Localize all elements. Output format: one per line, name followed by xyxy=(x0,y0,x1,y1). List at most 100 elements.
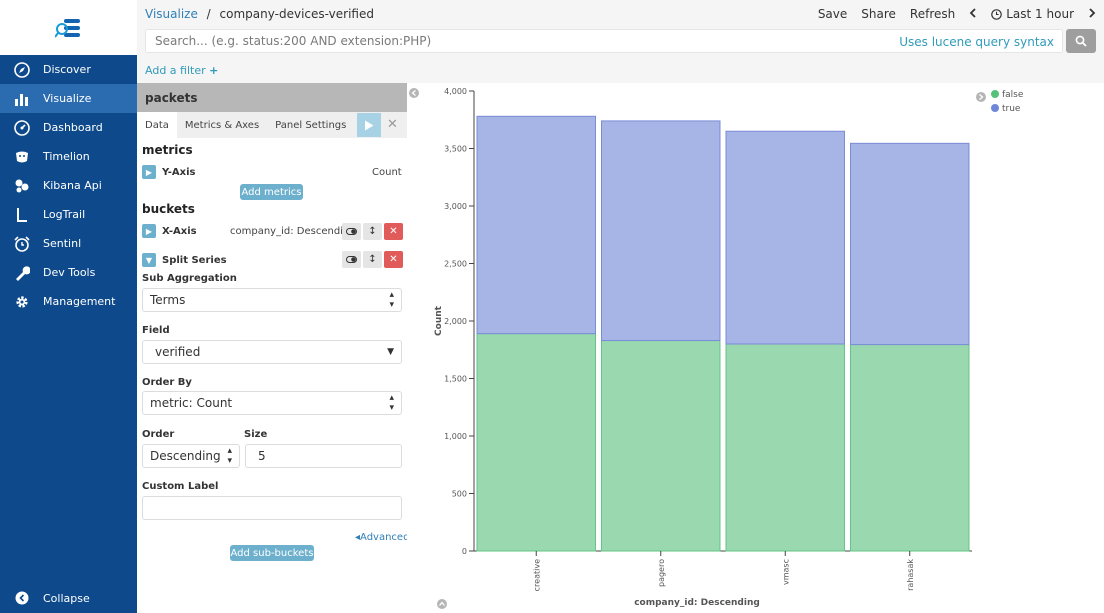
custom-label-input[interactable] xyxy=(142,496,402,520)
collapse-icon xyxy=(14,590,30,606)
nav-list: Discover Visualize Dashboard Timelion Kibana… xyxy=(0,55,137,316)
bar-rahasak-true xyxy=(850,142,970,346)
y-tick-label: 4,000 xyxy=(444,87,467,96)
breadcrumb-visualize-link[interactable]: Visualize xyxy=(145,7,198,21)
time-prev-icon[interactable] xyxy=(969,7,977,21)
apply-changes-button[interactable] xyxy=(357,113,381,137)
caret-down-icon: ▼ xyxy=(387,347,394,357)
advanced-label: Advanced xyxy=(360,532,410,543)
api-icon xyxy=(14,178,30,194)
legend-swatch-false xyxy=(991,90,999,98)
order-by-label: Order By xyxy=(142,377,192,388)
save-button[interactable]: Save xyxy=(817,7,848,21)
tab-panel-settings[interactable]: Panel Settings xyxy=(275,119,347,131)
custom-label-label: Custom Label xyxy=(142,481,219,492)
sidebar-item-kibana-api[interactable]: Kibana Api xyxy=(0,171,137,200)
search-button[interactable] xyxy=(1066,29,1096,53)
sub-aggregation-label: Sub Aggregation xyxy=(142,273,237,284)
top-nav: Visualize / company-devices-verified Sav… xyxy=(137,0,1104,28)
filter-bar: Add a filter + xyxy=(137,57,1104,83)
add-sub-buckets-button[interactable]: Add sub-buckets xyxy=(230,545,314,561)
gear-icon xyxy=(14,294,30,310)
order-by-select[interactable]: metric: Count ▴ ▾ xyxy=(142,391,402,415)
field-select[interactable]: verified ▼ xyxy=(142,340,402,364)
collapse-toggle-icon[interactable]: ▼ xyxy=(142,253,156,267)
search-input[interactable]: Search... (e.g. status:200 AND extension… xyxy=(145,29,1063,53)
tab-metrics-axes[interactable]: Metrics & Axes xyxy=(184,119,260,131)
reorder-handle-icon[interactable]: ↕ xyxy=(363,223,382,240)
time-picker-button[interactable]: Last 1 hour xyxy=(991,7,1074,21)
size-input[interactable]: 5 xyxy=(245,444,402,468)
order-select[interactable]: Descending ▴ ▾ xyxy=(142,444,240,468)
select-arrows-icon: ▴ ▾ xyxy=(389,290,394,310)
search-icon xyxy=(1075,35,1087,47)
logtrail-icon xyxy=(14,207,30,223)
share-button[interactable]: Share xyxy=(861,7,896,21)
bar-vmasc-true xyxy=(725,130,845,345)
collapse-button[interactable]: Collapse xyxy=(0,583,137,613)
x-tick-label: pagero xyxy=(657,559,666,587)
order-by-value: metric: Count xyxy=(150,396,233,410)
add-filter-label: Add a filter xyxy=(145,63,206,77)
toggle-agg-icon[interactable] xyxy=(342,223,361,240)
toggle-axis-icon xyxy=(437,599,447,609)
sidebar-item-label: Timelion xyxy=(43,150,90,163)
x-tick-label: vmasc xyxy=(781,559,790,585)
reorder-handle-icon[interactable]: ↕ xyxy=(363,251,382,268)
advanced-link[interactable]: ◂Advanced xyxy=(355,532,409,543)
sidebar-item-dev-tools[interactable]: Dev Tools xyxy=(0,258,137,287)
remove-agg-icon[interactable]: ✕ xyxy=(384,223,403,240)
plus-icon: + xyxy=(209,63,219,77)
x-axis-label: X-Axis xyxy=(162,225,197,237)
sidebar-item-visualize[interactable]: Visualize xyxy=(0,84,137,113)
size-value: 5 xyxy=(258,449,266,463)
sub-aggregation-select[interactable]: Terms ▴ ▾ xyxy=(142,288,402,312)
alarm-icon xyxy=(14,235,30,252)
buckets-heading: buckets xyxy=(142,202,195,216)
toggle-agg-icon[interactable] xyxy=(342,251,361,268)
sidebar-item-management[interactable]: Management xyxy=(0,287,137,316)
vis-editor-panel: packets Data Metrics & Axes Panel Settin… xyxy=(137,83,409,613)
chevron-left-icon xyxy=(411,90,416,96)
breadcrumb-current: company-devices-verified xyxy=(219,7,374,21)
select-arrows-icon: ▴ ▾ xyxy=(227,446,232,466)
remove-agg-icon[interactable]: ✕ xyxy=(384,251,403,268)
dashboard-icon xyxy=(14,119,30,136)
y-tick-label: 500 xyxy=(452,490,467,499)
sidebar-item-dashboard[interactable]: Dashboard xyxy=(0,113,137,142)
sidebar-item-discover[interactable]: Discover xyxy=(0,55,137,84)
kibana-logo[interactable] xyxy=(0,0,137,55)
order-value: Descending xyxy=(150,449,221,463)
order-label: Order xyxy=(142,429,175,440)
y-tick-label: 1,500 xyxy=(444,375,467,384)
metrics-heading: metrics xyxy=(142,143,193,157)
sidebar-item-sentinl[interactable]: Sentinl xyxy=(0,229,137,258)
sidebar-item-label: Sentinl xyxy=(43,237,82,250)
split-series-label: Split Series xyxy=(162,254,227,266)
bar-vmasc-false xyxy=(725,343,845,552)
expand-toggle-icon[interactable]: ▶ xyxy=(142,165,156,179)
collapse-editor-icon xyxy=(409,88,419,98)
bar-creative-true xyxy=(476,115,596,335)
expand-toggle-icon[interactable]: ▶ xyxy=(142,224,156,238)
sidebar-item-logtrail[interactable]: LogTrail xyxy=(0,200,137,229)
refresh-button[interactable]: Refresh xyxy=(909,7,956,21)
sidebar-item-label: Dashboard xyxy=(43,121,103,134)
timelion-icon xyxy=(14,149,30,165)
discard-changes-icon[interactable]: ✕ xyxy=(387,117,398,132)
add-metrics-button[interactable]: Add metrics xyxy=(240,184,303,200)
search-bar: Search... (e.g. status:200 AND extension… xyxy=(137,28,1104,57)
y-tick-label: 3,000 xyxy=(444,202,467,211)
x-axis-agg-row[interactable]: ▶ X-Axis company_id: Descending xyxy=(137,221,407,241)
add-filter-button[interactable]: Add a filter + xyxy=(145,64,218,77)
split-series-agg-row[interactable]: ▼ Split Series xyxy=(137,250,407,270)
stacked-bar-chart: 0 500 1,000 1,500 2,000 2,500 3,000 3,500 4,000 c… xyxy=(409,87,1024,609)
lucene-syntax-link[interactable]: Uses lucene query syntax xyxy=(899,35,1054,49)
collapse-label: Collapse xyxy=(43,591,90,605)
y-axis-title: Count xyxy=(434,305,444,336)
tab-data[interactable]: Data xyxy=(137,112,177,138)
time-next-icon[interactable] xyxy=(1088,7,1096,21)
y-axis-agg-row[interactable]: ▶ Y-Axis Count xyxy=(137,162,407,182)
chevron-right-icon xyxy=(979,94,984,100)
sidebar-item-timelion[interactable]: Timelion xyxy=(0,142,137,171)
